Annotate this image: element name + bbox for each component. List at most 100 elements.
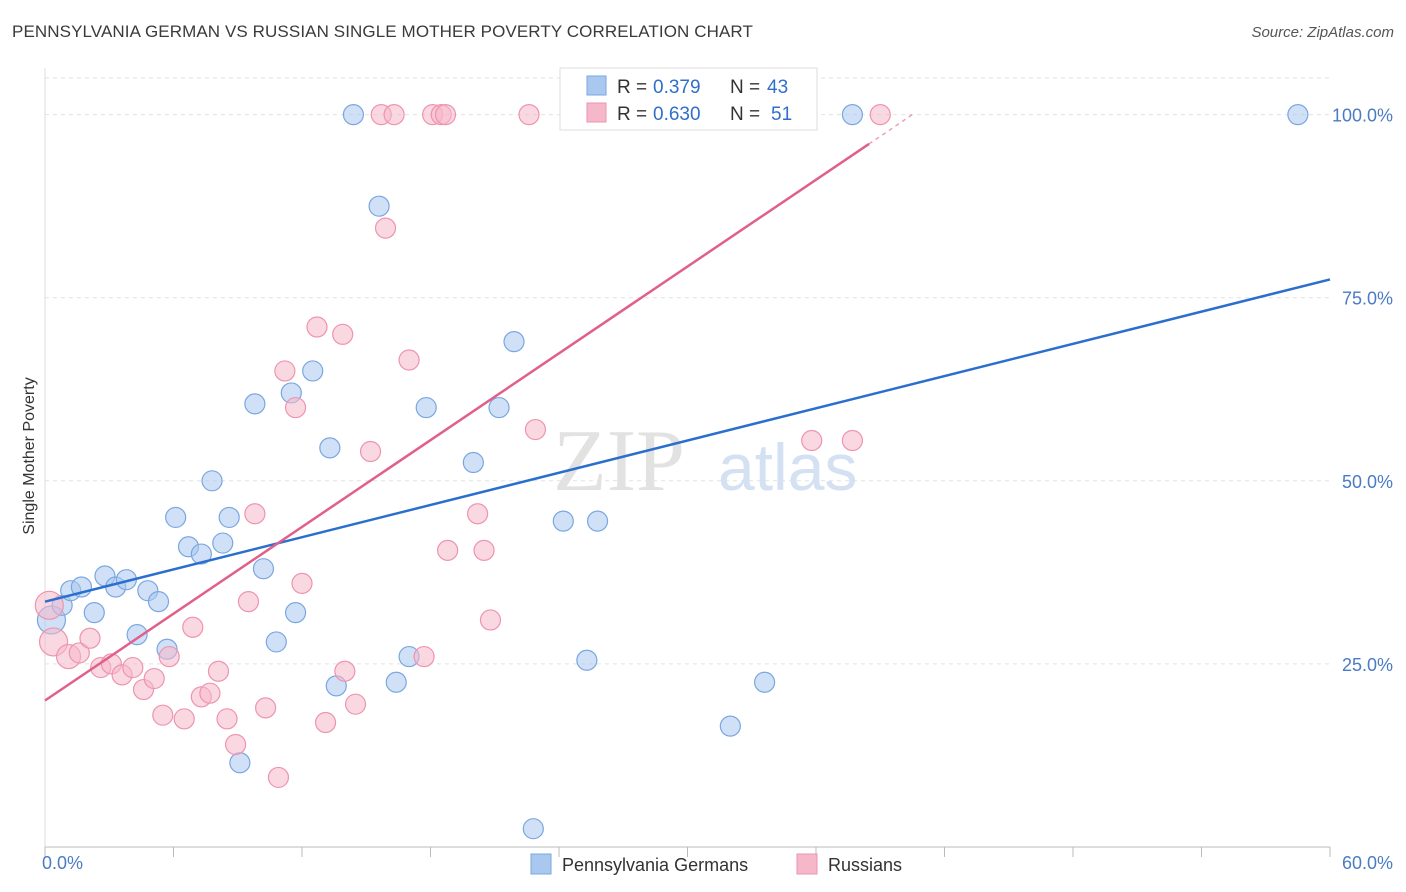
point-pennsylvania-german (552, 510, 574, 532)
point-pennsylvania-german (284, 602, 307, 624)
legend-swatch-russians (586, 102, 607, 123)
y-tick-label: 50.0% (1342, 472, 1393, 492)
watermark-zip: ZIP (553, 413, 685, 510)
point-russian (479, 609, 502, 631)
trend-line-russians-extension (868, 113, 913, 145)
point-pennsylvania-german (229, 752, 251, 774)
point-pennsylvania-german (201, 470, 223, 492)
point-russian (344, 693, 367, 715)
point-pennsylvania-german (244, 393, 266, 415)
point-russian (437, 539, 459, 561)
y-tick-label: 100.0% (1332, 106, 1393, 126)
series-legend-label-pennsylvania: Pennsylvania Germans (562, 855, 748, 875)
data-points (34, 104, 1309, 840)
point-russian (152, 704, 174, 726)
point-pennsylvania-german (319, 437, 341, 459)
point-russian (182, 616, 204, 638)
point-pennsylvania-german (503, 331, 525, 353)
point-russian (467, 503, 489, 525)
point-pennsylvania-german (719, 715, 741, 737)
source-label: Source: ZipAtlas.com (1251, 24, 1394, 41)
series-legend-swatch-pennsylvania (530, 853, 552, 875)
legend-n-label-2: N = (730, 104, 760, 125)
legend-r-label-1: R = (617, 77, 647, 98)
legend-n-value-1: 43 (767, 77, 788, 98)
point-russian (274, 360, 296, 382)
point-pennsylvania-german (342, 104, 364, 126)
legend-swatch-pennsylvania (586, 75, 607, 96)
point-russian (199, 682, 221, 704)
axes (44, 68, 1330, 848)
legend-box: R = 0.379 N = 43 R = 0.630 N = 51 (559, 67, 818, 131)
chart-title: PENNSYLVANIA GERMAN VS RUSSIAN SINGLE MO… (12, 22, 753, 41)
point-russian (122, 656, 144, 679)
point-russian (434, 104, 457, 126)
point-russian (207, 660, 230, 682)
point-russian (359, 440, 382, 463)
point-pennsylvania-german (841, 104, 864, 126)
point-russian (332, 323, 354, 345)
point-russian (306, 316, 328, 338)
point-pennsylvania-german (190, 543, 212, 565)
point-russian (284, 396, 307, 419)
point-russian (225, 733, 247, 756)
point-russian (518, 104, 540, 126)
point-pennsylvania-german (83, 602, 105, 624)
point-pennsylvania-german (252, 558, 275, 580)
point-pennsylvania-german (488, 396, 510, 419)
point-pennsylvania-german (385, 671, 407, 693)
point-pennsylvania-german (265, 631, 287, 653)
point-russian (267, 766, 290, 789)
point-pennsylvania-german (576, 649, 598, 671)
legend-r-label-2: R = (617, 104, 647, 125)
grid-lines (45, 77, 1330, 665)
point-russian (413, 645, 435, 668)
point-pennsylvania-german (368, 195, 390, 217)
trend-line-pennsylvania-germans (44, 278, 1331, 603)
point-russian (383, 104, 405, 126)
y-tick-labels: 25.0% 50.0% 75.0% 100.0% (1332, 106, 1393, 675)
point-russian (244, 503, 266, 525)
point-russian (314, 711, 337, 734)
legend-r-value-1: 0.379 (653, 77, 701, 98)
point-russian (254, 697, 277, 719)
point-russian (801, 429, 823, 452)
point-russian (158, 645, 180, 668)
x-tick-label-max: 60.0% (1342, 853, 1393, 873)
series-legend: Pennsylvania Germans Russians (530, 853, 902, 875)
point-russian (869, 104, 891, 126)
point-pennsylvania-german (586, 510, 609, 532)
point-russian (374, 217, 397, 239)
point-russian (398, 349, 420, 371)
point-pennsylvania-german (462, 451, 484, 474)
point-pennsylvania-german (415, 396, 437, 419)
point-pennsylvania-german (218, 506, 240, 529)
point-russian (291, 572, 313, 594)
y-tick-label: 75.0% (1342, 289, 1393, 309)
point-pennsylvania-german (302, 360, 324, 382)
point-russian (334, 660, 356, 682)
point-russian (841, 429, 864, 452)
point-russian (473, 539, 495, 561)
point-russian (34, 590, 64, 620)
point-russian (216, 708, 238, 730)
point-pennsylvania-german (1287, 104, 1309, 126)
watermark: ZIP atlas (553, 413, 857, 510)
series-legend-label-russians: Russians (828, 855, 902, 875)
point-russian (173, 708, 195, 730)
point-pennsylvania-german (522, 818, 544, 840)
y-axis-label: Single Mother Poverty (21, 377, 38, 534)
point-pennsylvania-german (753, 671, 776, 693)
point-pennsylvania-german (126, 624, 148, 646)
watermark-atlas: atlas (718, 430, 857, 504)
point-russian (524, 418, 547, 441)
point-pennsylvania-german (165, 506, 187, 529)
point-pennsylvania-german (147, 591, 170, 613)
point-pennsylvania-german (212, 532, 234, 554)
series-legend-swatch-russians (796, 853, 818, 875)
point-russian (79, 627, 101, 649)
y-tick-label: 25.0% (1342, 655, 1393, 675)
legend-r-value-2: 0.630 (653, 104, 701, 125)
trend-line-russians (44, 142, 870, 702)
